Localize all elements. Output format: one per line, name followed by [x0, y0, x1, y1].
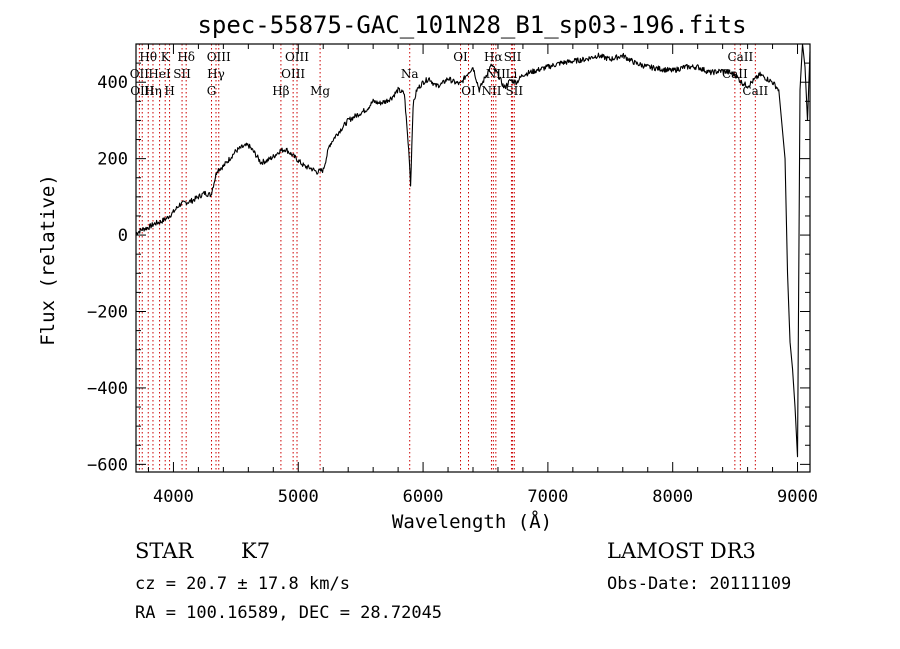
x-tick-label: 6000 — [403, 487, 444, 507]
y-tick-label: 0 — [118, 226, 128, 246]
line-id-label: Hθ — [139, 50, 157, 64]
line-id-label: OI — [461, 84, 476, 98]
x-tick-label: 7000 — [527, 487, 568, 507]
chart-title: spec-55875-GAC_101N28_B1_sp03-196.fits — [197, 11, 746, 39]
coordinates-text: RA = 100.16589, DEC = 28.72045 — [135, 603, 443, 623]
redshift-text: cz = 20.7 ± 17.8 km/s — [135, 574, 350, 594]
x-axis-label: Wavelength (Å) — [392, 510, 552, 533]
y-tick-label: −600 — [87, 455, 128, 475]
line-id-label: SII — [173, 67, 191, 81]
x-tick-label: 9000 — [777, 487, 818, 507]
line-id-label: Na — [401, 67, 419, 81]
plot-frame — [135, 43, 811, 473]
spectrum-line — [135, 43, 811, 458]
spectrum-layer — [135, 43, 811, 458]
x-tick-label: 8000 — [652, 487, 693, 507]
line-id-label: Mg — [310, 84, 330, 98]
survey-name: LAMOST DR3 — [607, 539, 756, 563]
y-tick-label: 200 — [97, 150, 128, 170]
line-id-label: Hδ — [177, 50, 195, 64]
line-id-label: SII — [504, 50, 522, 64]
line-id-label: CaII — [727, 50, 753, 64]
line-id-label: OII — [130, 67, 150, 81]
observation-date: Obs-Date: 20111109 — [607, 574, 792, 594]
line-id-label: G — [207, 84, 217, 98]
y-tick-label: 400 — [97, 73, 128, 93]
line-marker-layer — [138, 44, 756, 472]
line-id-label: OIII — [281, 67, 305, 81]
line-id-label: OIII — [285, 50, 309, 64]
y-axis-label: Flux (relative) — [37, 174, 59, 346]
line-id-label: NII — [481, 84, 501, 98]
line-id-label: HeI — [148, 67, 171, 81]
spectral-subclass: K7 — [241, 539, 271, 563]
line-id-label: Hα — [484, 50, 503, 64]
line-id-label: Hγ — [207, 67, 225, 81]
line-id-label: Li — [506, 67, 518, 81]
line-id-label: OIII — [207, 50, 231, 64]
line-id-label: OI — [453, 50, 468, 64]
line-id-label: NII — [486, 67, 506, 81]
line-id-label: CaII — [742, 84, 768, 98]
x-tick-label: 4000 — [153, 487, 194, 507]
line-id-label: K — [161, 50, 171, 64]
x-tick-label: 5000 — [278, 487, 319, 507]
line-id-label: Hη — [144, 84, 162, 98]
line-id-label: Hβ — [272, 84, 289, 98]
line-id-label: H — [164, 84, 174, 98]
line-id-label: SII — [505, 84, 523, 98]
axis-layer: 4000 5000 6000 7000 8000 9000 −600 −400 −200 0 200… — [87, 43, 818, 507]
y-tick-label: −200 — [87, 303, 128, 323]
y-tick-label: −400 — [87, 379, 128, 399]
object-type: STAR — [135, 539, 194, 563]
line-id-label: CaII — [722, 67, 748, 81]
